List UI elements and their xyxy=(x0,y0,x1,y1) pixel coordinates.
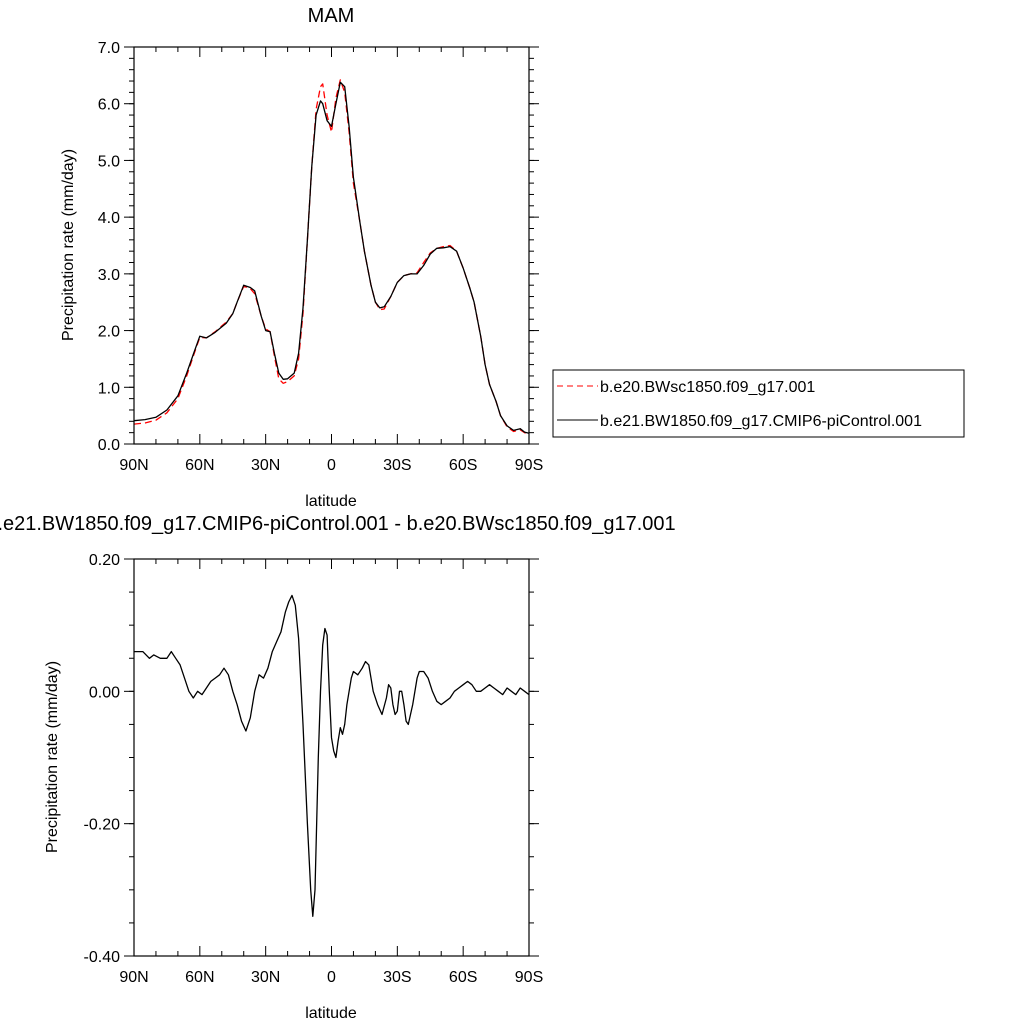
chart-top-xtick-label: 90N xyxy=(119,457,148,474)
chart-bottom-ytick-label: 0.20 xyxy=(89,552,120,569)
chart-top-xtick-label: 0 xyxy=(327,457,336,474)
chart-top-xtick-label: 90S xyxy=(515,457,543,474)
chart-bottom-xtick-label: 0 xyxy=(327,969,336,986)
chart-top-plot-frame xyxy=(133,46,530,445)
chart-bottom: b.e21.BW1850.f09_g17.CMIP6-piControl.001… xyxy=(0,513,676,1022)
legend-label-series-1: b.e20.BWsc1850.f09_g17.001 xyxy=(600,379,815,396)
chart-bottom-title: b.e21.BW1850.f09_g17.CMIP6-piControl.001… xyxy=(0,513,676,535)
chart-top: MAM 90N 60N 30N 0 30S 60S 90S 0.0 1.0 2.0 3.0 4.0 5.… xyxy=(60,5,543,510)
chart-top-xtick-label: 60N xyxy=(185,457,214,474)
legend-frame xyxy=(552,369,965,438)
chart-top-xtick-label: 60S xyxy=(449,457,477,474)
chart-bottom-xtick-label: 60S xyxy=(449,969,477,986)
chart-bottom-series-line-1 xyxy=(134,594,530,917)
chart-top-ytick-label: 2.0 xyxy=(98,324,120,341)
chart-bottom-ytick-label: -0.20 xyxy=(84,817,121,834)
legend: b.e20.BWsc1850.f09_g17.001 b.e21.BW1850.… xyxy=(552,369,965,438)
chart-top-ytick-label: 7.0 xyxy=(98,40,120,57)
chart-top-axes: 90N 60N 30N 0 30S 60S 90S 0.0 1.0 2.0 3.0 4.0 5.0 6.0… xyxy=(98,40,543,474)
chart-top-xtick-label: 30S xyxy=(383,457,411,474)
chart-top-xlabel: latitude xyxy=(305,493,357,510)
chart-bottom-xtick-label: 30S xyxy=(383,969,411,986)
chart-top-ytick-label: 4.0 xyxy=(98,210,120,227)
legend-label-series-2: b.e21.BW1850.f09_g17.CMIP6-piControl.001 xyxy=(600,413,922,430)
chart-bottom-series-group xyxy=(134,594,530,917)
chart-bottom-xtick-label: 90N xyxy=(119,969,148,986)
chart-bottom-xlabel: latitude xyxy=(305,1005,357,1022)
chart-top-ytick-label: 1.0 xyxy=(98,380,120,397)
chart-top-series-line-1 xyxy=(133,79,530,435)
chart-top-xtick-label: 30N xyxy=(251,457,280,474)
chart-bottom-plot-frame xyxy=(133,558,530,957)
chart-bottom-ytick-label: 0.00 xyxy=(89,684,120,701)
chart-bottom-ytick-label: -0.40 xyxy=(84,949,121,966)
chart-top-ytick-label: 0.0 xyxy=(98,437,120,454)
chart-top-ylabel: Precipitation rate (mm/day) xyxy=(60,149,77,341)
chart-top-title: MAM xyxy=(308,5,355,27)
chart-bottom-xtick-label: 90S xyxy=(515,969,543,986)
chart-top-series-line-2 xyxy=(133,81,530,434)
chart-top-ytick-label: 5.0 xyxy=(98,153,120,170)
chart-top-ytick-label: 6.0 xyxy=(98,97,120,114)
chart-bottom-ylabel: Precipitation rate (mm/day) xyxy=(44,661,61,853)
chart-bottom-axes: 90N 60N 30N 0 30S 60S 90S -0.40 -0.20 0.00 0.20 xyxy=(84,552,544,986)
chart-bottom-xtick-label: 30N xyxy=(251,969,280,986)
chart-top-series-group xyxy=(133,79,530,435)
chart-bottom-xtick-label: 60N xyxy=(185,969,214,986)
chart-top-ytick-label: 3.0 xyxy=(98,267,120,284)
